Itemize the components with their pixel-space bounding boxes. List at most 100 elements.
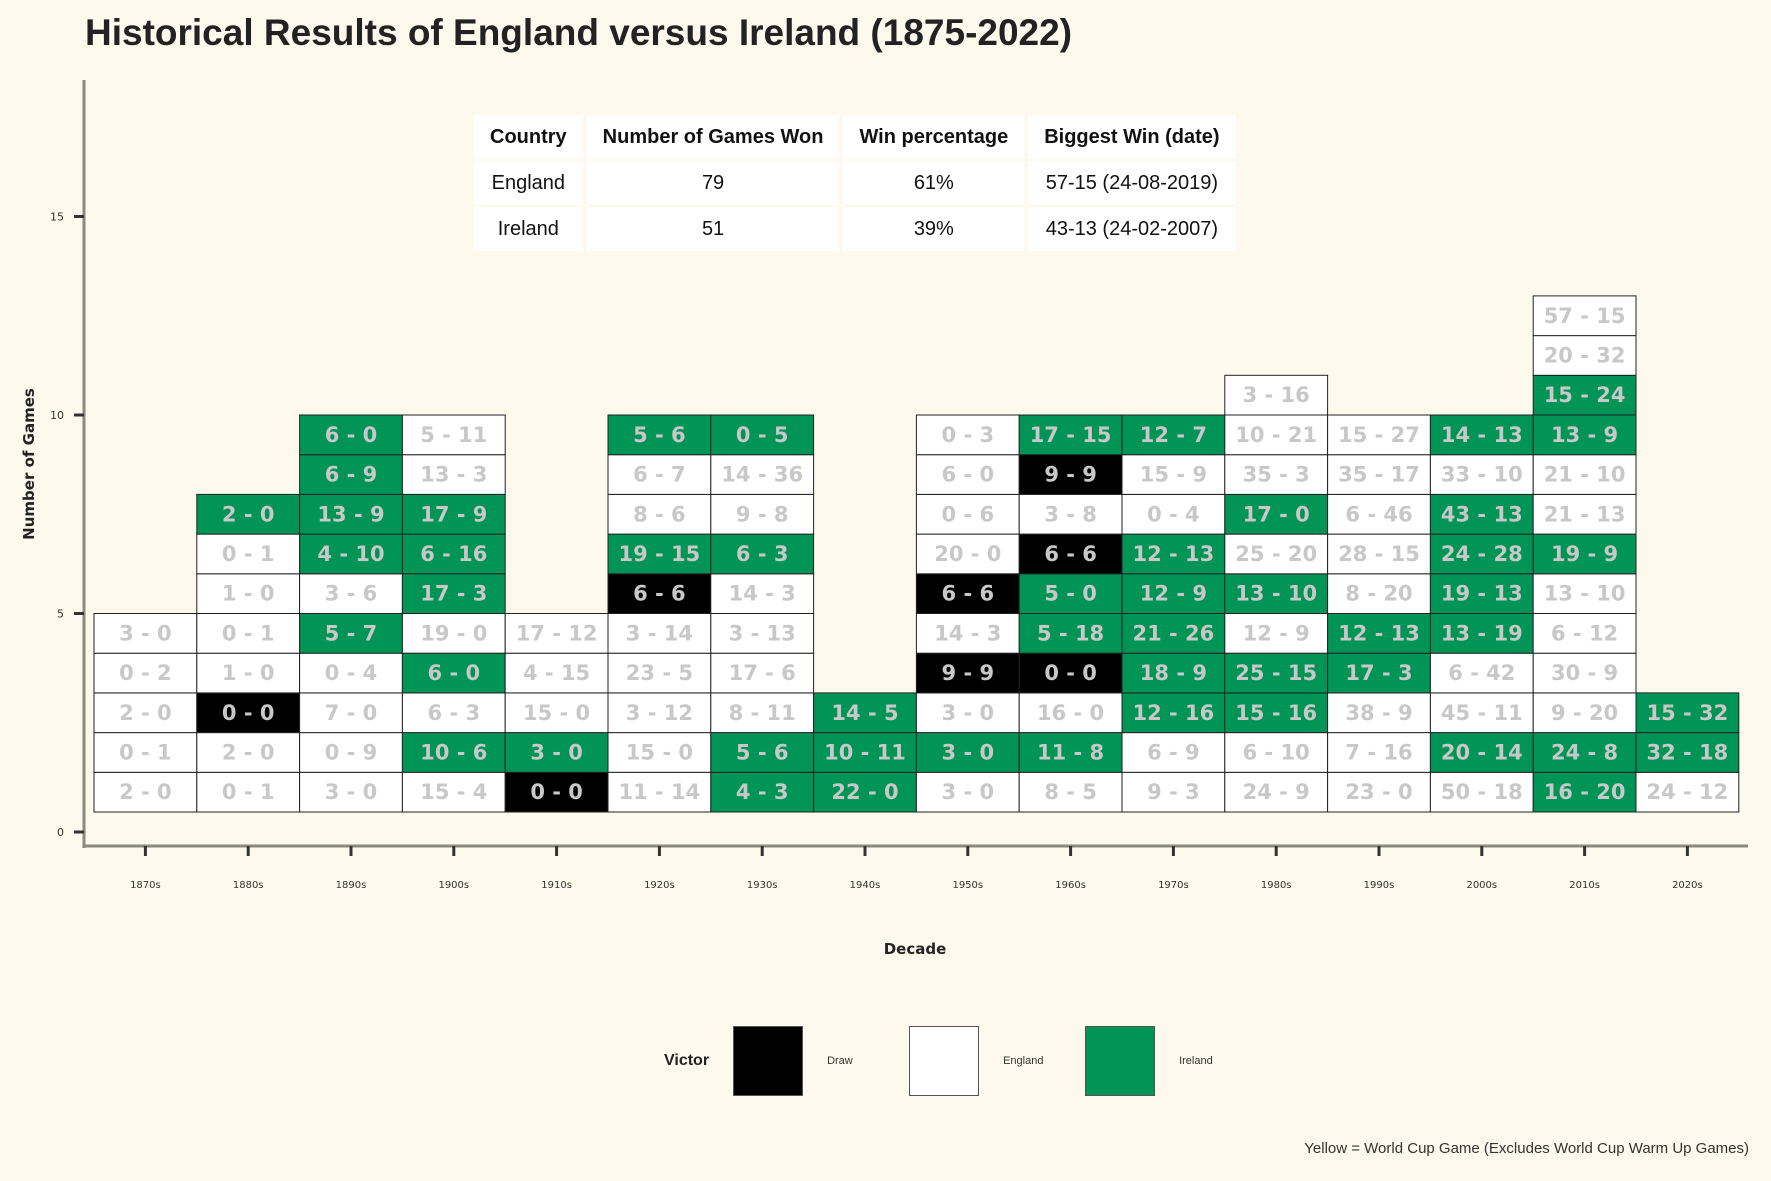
tile-1900s-2 bbox=[401, 732, 506, 773]
tile-score-label: 13 - 3 bbox=[420, 463, 487, 487]
tile-score-label: 10 - 11 bbox=[824, 740, 906, 764]
tile-1930s-6 bbox=[710, 573, 815, 614]
tile-1960s-7 bbox=[1018, 533, 1123, 575]
tile-score-label: 43 - 13 bbox=[1441, 502, 1523, 526]
tile-2020s-3 bbox=[1635, 692, 1740, 734]
tile-score-label: 13 - 10 bbox=[1544, 582, 1626, 606]
tile-score-label: 12 - 9 bbox=[1243, 621, 1310, 645]
tile-score-label: 20 - 32 bbox=[1544, 343, 1626, 367]
tile-score-label: 15 - 0 bbox=[626, 740, 693, 764]
tile-score-label: 6 - 7 bbox=[633, 463, 686, 487]
tile-score-label: 5 - 0 bbox=[1044, 582, 1097, 606]
tile-2010s-7 bbox=[1532, 533, 1637, 575]
tile-1900s-6 bbox=[401, 573, 506, 614]
tile-1980s-3 bbox=[1224, 692, 1329, 734]
tile-score-label: 6 - 46 bbox=[1345, 502, 1412, 526]
tile-1890s-8 bbox=[299, 493, 403, 535]
tile-score-label: 0 - 2 bbox=[119, 661, 172, 685]
tile-score-label: 0 - 4 bbox=[325, 661, 378, 685]
tile-score-label: 4 - 15 bbox=[523, 661, 590, 685]
tile-score-label: 6 - 42 bbox=[1448, 661, 1515, 685]
y-tick-label: 0 bbox=[57, 826, 64, 839]
tile-1890s-3 bbox=[299, 692, 403, 734]
x-tick-label: 1940s bbox=[850, 880, 881, 891]
tile-score-label: 15 - 27 bbox=[1338, 423, 1420, 447]
tile-score-label: 16 - 20 bbox=[1544, 780, 1626, 804]
x-tick-label: 2000s bbox=[1466, 880, 1497, 891]
tile-1940s-3 bbox=[813, 692, 917, 734]
tile-2010s-10 bbox=[1532, 414, 1637, 456]
tile-1930s-10 bbox=[710, 414, 815, 456]
tile-1920s-3 bbox=[607, 692, 712, 734]
tile-score-label: 7 - 16 bbox=[1345, 740, 1412, 764]
tile-score-label: 25 - 15 bbox=[1235, 661, 1317, 685]
x-tick-label: 1870s bbox=[130, 880, 161, 891]
tile-2010s-13 bbox=[1532, 295, 1637, 337]
tile-2010s-4 bbox=[1532, 652, 1637, 694]
x-tick-label: 1950s bbox=[952, 880, 983, 891]
tile-score-label: 11 - 8 bbox=[1037, 740, 1104, 764]
tile-score-label: 9 - 8 bbox=[736, 502, 789, 526]
summary-table: Country Number of Games Won Win percenta… bbox=[470, 115, 1240, 253]
tile-score-label: 6 - 3 bbox=[428, 701, 481, 725]
tile-score-label: 14 - 3 bbox=[729, 582, 796, 606]
tile-score-label: 57 - 15 bbox=[1544, 304, 1626, 328]
tile-score-label: 6 - 9 bbox=[325, 463, 378, 487]
table-row: Ireland 51 39% 43-13 (24-02-2007) bbox=[474, 207, 1236, 253]
header-country: Country bbox=[474, 115, 583, 161]
tile-score-label: 17 - 0 bbox=[1243, 502, 1310, 526]
tiles-layer: 2 - 0 0 - 1 2 - 0 0 - 2 3 - 0 0 - 1 2 - 0 0 - 0… bbox=[93, 295, 1740, 813]
tile-score-label: 14 - 5 bbox=[831, 701, 898, 725]
tile-score-label: 9 - 9 bbox=[1044, 463, 1097, 487]
tile-score-label: 17 - 3 bbox=[420, 582, 487, 606]
tile-1980s-11 bbox=[1224, 374, 1329, 416]
tile-score-label: 2 - 0 bbox=[222, 740, 275, 764]
y-ticks: 0 5 10 15 bbox=[50, 211, 84, 839]
tile-score-label: 21 - 13 bbox=[1544, 502, 1626, 526]
tile-score-label: 6 - 6 bbox=[942, 582, 995, 606]
tile-1900s-8 bbox=[401, 493, 506, 535]
tile-score-label: 0 - 4 bbox=[1147, 502, 1200, 526]
tile-1960s-1 bbox=[1018, 771, 1123, 813]
tile-score-label: 3 - 0 bbox=[942, 780, 995, 804]
tile-score-label: 18 - 9 bbox=[1140, 661, 1207, 685]
tile-score-label: 33 - 10 bbox=[1441, 463, 1523, 487]
tile-score-label: 6 - 6 bbox=[1044, 542, 1097, 566]
tile-score-label: 0 - 0 bbox=[222, 701, 275, 725]
tile-1980s-6 bbox=[1224, 573, 1329, 614]
tile-score-label: 15 - 0 bbox=[523, 701, 590, 725]
tile-1880s-3 bbox=[196, 692, 301, 734]
tile-2010s-12 bbox=[1532, 335, 1637, 376]
tile-score-label: 16 - 0 bbox=[1037, 701, 1104, 725]
tile-1900s-7 bbox=[401, 533, 506, 575]
tile-1930s-1 bbox=[710, 771, 815, 813]
tile-1920s-8 bbox=[607, 493, 712, 535]
tile-score-label: 8 - 20 bbox=[1345, 582, 1412, 606]
tile-1910s-1 bbox=[504, 771, 609, 813]
tile-score-label: 17 - 12 bbox=[516, 621, 598, 645]
tile-score-label: 12 - 9 bbox=[1140, 582, 1207, 606]
x-axis-title: Decade bbox=[884, 940, 947, 958]
tile-score-label: 5 - 6 bbox=[633, 423, 686, 447]
tile-score-label: 0 - 6 bbox=[942, 502, 995, 526]
tile-score-label: 19 - 13 bbox=[1441, 582, 1523, 606]
legend-item-england: England bbox=[909, 1026, 1063, 1096]
tile-1920s-1 bbox=[607, 771, 712, 813]
tile-1910s-4 bbox=[504, 652, 609, 694]
tile-1970s-10 bbox=[1121, 414, 1226, 456]
tile-score-label: 17 - 6 bbox=[729, 661, 796, 685]
tile-score-label: 28 - 15 bbox=[1338, 542, 1420, 566]
legend-item-draw: Draw bbox=[733, 1026, 887, 1096]
tile-score-label: 9 - 9 bbox=[942, 661, 995, 685]
tile-score-label: 17 - 3 bbox=[1345, 661, 1412, 685]
tile-1970s-8 bbox=[1121, 493, 1226, 535]
tile-score-label: 3 - 0 bbox=[119, 621, 172, 645]
tile-1990s-5 bbox=[1327, 613, 1431, 654]
tile-score-label: 12 - 13 bbox=[1338, 621, 1420, 645]
tile-1930s-4 bbox=[710, 652, 815, 694]
tile-score-label: 13 - 19 bbox=[1441, 621, 1523, 645]
tile-score-label: 0 - 0 bbox=[1044, 661, 1097, 685]
tile-1950s-5 bbox=[915, 613, 1020, 654]
header-win-percentage: Win percentage bbox=[843, 115, 1025, 161]
tile-score-label: 19 - 15 bbox=[619, 542, 701, 566]
